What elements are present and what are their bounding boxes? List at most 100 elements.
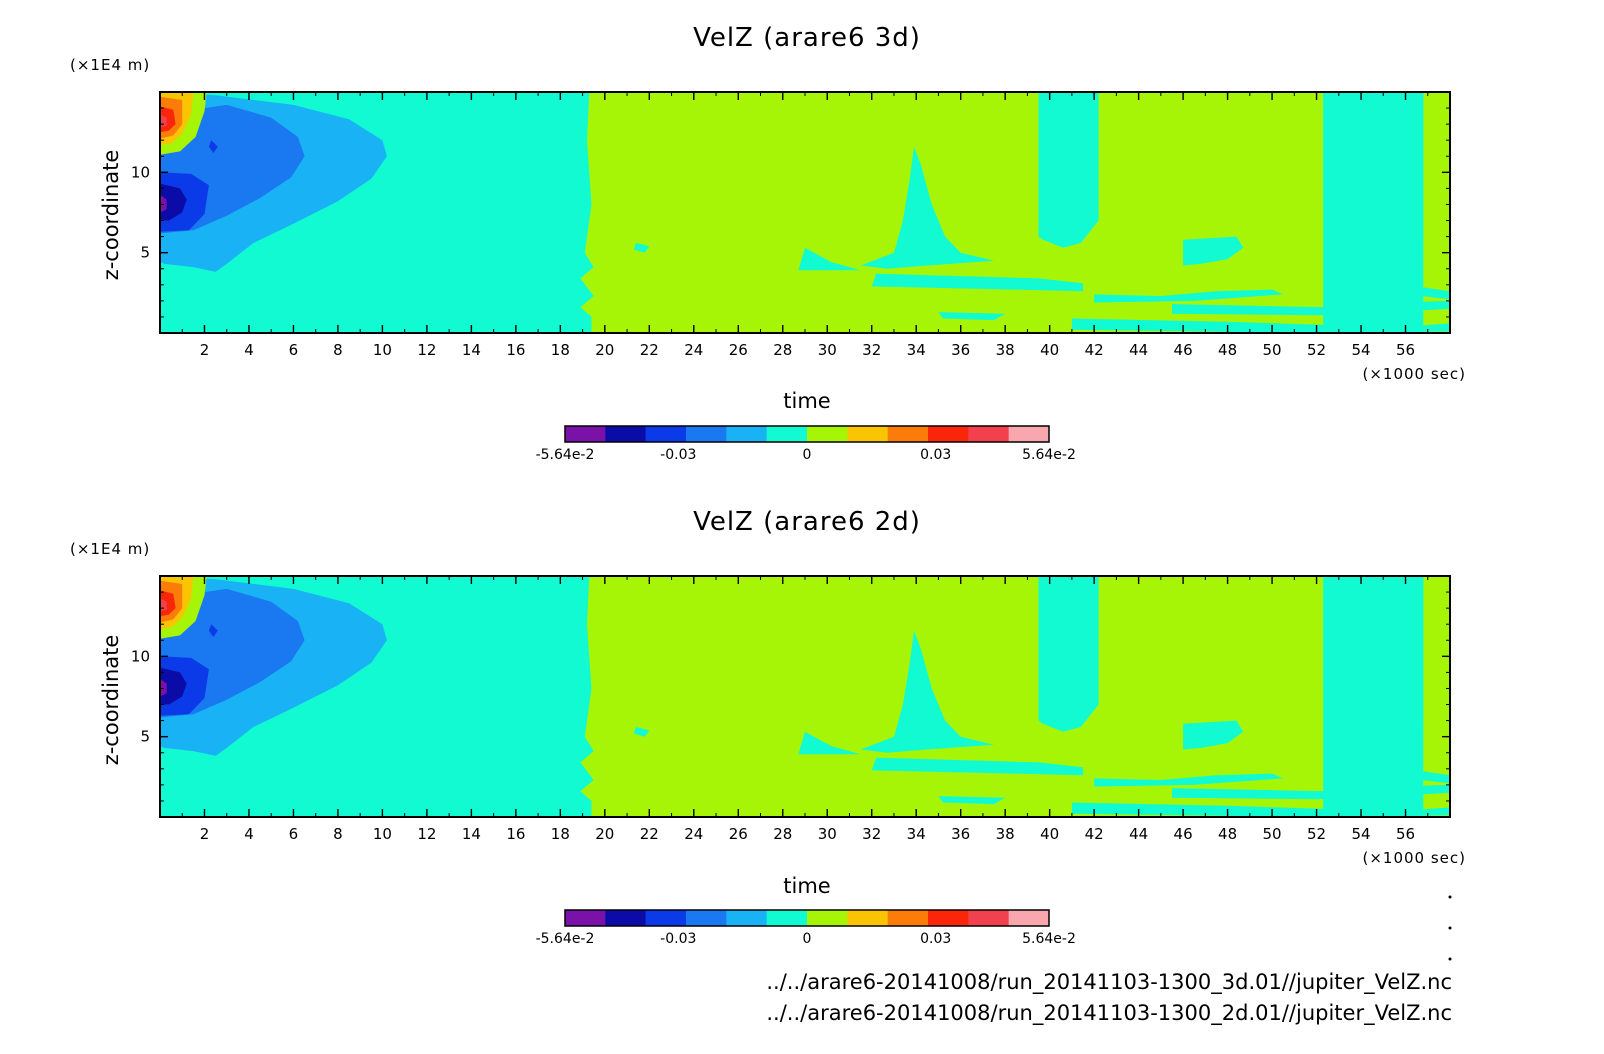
negative-min — [160, 678, 167, 697]
x-tick-label: 46 — [1174, 825, 1193, 843]
x-tick-label: 26 — [729, 341, 748, 359]
panel-3d: VelZ (arare6 3d) (×1E4 m) 2 4 6 8 10 12 14 16 18… — [70, 23, 1465, 463]
colorbar-tick-label: 0 — [803, 447, 812, 463]
colorbar-tick-label: 5.64e-2 — [1022, 931, 1076, 947]
colorbar-swatch — [686, 426, 727, 442]
chart-title: VelZ (arare6 2d) — [693, 507, 921, 537]
contour-field — [160, 92, 1450, 333]
negative-core-deep — [160, 183, 187, 221]
near-zero-region — [871, 757, 1083, 776]
colorbar-swatch — [605, 426, 646, 442]
x-tick-label: 40 — [1040, 825, 1059, 843]
colorbar-swatch — [726, 426, 767, 442]
near-zero-region — [1323, 92, 1424, 253]
x-tick-label: 50 — [1263, 825, 1282, 843]
x-tick-label: 24 — [684, 341, 703, 359]
x-tick-label: 56 — [1396, 341, 1415, 359]
x-tick-label: 40 — [1040, 341, 1059, 359]
negative-core-deep — [160, 667, 187, 705]
x-tick-label: 8 — [333, 341, 343, 359]
x-tick-label: 4 — [244, 341, 254, 359]
x-tick-label: 48 — [1218, 341, 1237, 359]
x-axis-label: time — [783, 389, 830, 413]
y-tick-label: 10 — [131, 163, 150, 181]
colorbar-swatch — [565, 910, 606, 926]
colorbar-swatch — [1008, 910, 1050, 926]
x-tick-label: 8 — [333, 825, 343, 843]
colorbar-swatch — [807, 910, 848, 926]
x-tick-label: 2 — [200, 341, 210, 359]
colorbar-swatch — [1008, 426, 1050, 442]
contour-field — [160, 576, 1450, 817]
near-zero-region — [1094, 773, 1284, 787]
x-tick-label: 24 — [684, 825, 703, 843]
colorbar-swatch — [968, 426, 1009, 442]
colorbar-tick-label: 0 — [803, 931, 812, 947]
x-tick-label: 56 — [1396, 825, 1415, 843]
chart-title: VelZ (arare6 3d) — [693, 23, 921, 53]
colorbar-swatch — [847, 426, 888, 442]
y-axis-label: z-coordinate — [99, 150, 123, 281]
x-tick-label: 26 — [729, 825, 748, 843]
x-tick-label: 20 — [595, 341, 614, 359]
near-zero-region — [798, 247, 861, 271]
x-tick-label: 2 — [200, 825, 210, 843]
near-zero-region — [938, 312, 1006, 321]
colorbar-swatch — [645, 910, 687, 926]
colorbar-swatch — [726, 910, 767, 926]
x-axis-label: time — [783, 874, 830, 898]
x-tick-label: 28 — [773, 341, 792, 359]
positive-region — [1423, 576, 1450, 817]
x-tick-label: 10 — [373, 341, 392, 359]
x-tick-label: 12 — [417, 825, 436, 843]
y-unit-label: (×1E4 m) — [70, 56, 150, 74]
y-tick-label: 5 — [140, 244, 150, 262]
x-tick-label: 42 — [1085, 341, 1104, 359]
colorbar-swatch — [766, 426, 808, 442]
colorbar-tick-label: -5.64e-2 — [536, 931, 595, 947]
x-tick-label: 14 — [462, 825, 481, 843]
x-tick-label: 36 — [951, 825, 970, 843]
y-tick-label: 5 — [140, 728, 150, 746]
colorbar-swatch — [807, 426, 848, 442]
x-tick-label: 32 — [862, 825, 881, 843]
x-tick-label: 48 — [1218, 825, 1237, 843]
x-tick-label: 16 — [506, 341, 525, 359]
near-zero-region — [798, 731, 861, 755]
colorbar: -5.64e-2 -0.03 0 0.03 5.64e-2 — [536, 425, 1076, 463]
x-tick-label: 50 — [1263, 341, 1282, 359]
positive-region — [1423, 92, 1450, 333]
positive-region — [580, 92, 1324, 333]
colorbar: -5.64e-2 -0.03 0 0.03 5.64e-2 — [536, 909, 1076, 947]
colorbar-tick-label: -0.03 — [660, 931, 696, 947]
x-tick-label: 44 — [1129, 825, 1148, 843]
near-zero-region — [1183, 720, 1244, 750]
x-tick-label: 46 — [1174, 341, 1193, 359]
colorbar-tick-label: 0.03 — [920, 931, 951, 947]
near-zero-region — [860, 630, 995, 753]
footer-file-3d: ../../arare6-20141008/run_20141103-1300_… — [766, 970, 1452, 995]
x-tick-label: 22 — [640, 341, 659, 359]
axes: 2 4 6 8 10 12 14 16 18 20 22 24 26 28 30 32 34 36 38 40 42 44… — [131, 91, 1451, 359]
colorbar-swatch — [847, 910, 888, 926]
near-zero-region — [1038, 92, 1099, 248]
footer-dots — [1448, 895, 1452, 961]
x-tick-label: 10 — [373, 825, 392, 843]
colorbar-tick-label: 0.03 — [920, 447, 951, 463]
colorbar-tick-label: -0.03 — [660, 447, 696, 463]
colorbar-swatch — [565, 426, 606, 442]
x-tick-label: 52 — [1307, 825, 1326, 843]
near-zero-region — [1071, 802, 1450, 817]
colorbar-swatch — [766, 910, 808, 926]
x-tick-label: 42 — [1085, 825, 1104, 843]
colorbar-tick-label: 5.64e-2 — [1022, 447, 1076, 463]
near-zero-region — [1094, 289, 1284, 303]
x-tick-label: 20 — [595, 825, 614, 843]
x-tick-label: 52 — [1307, 341, 1326, 359]
x-tick-label: 28 — [773, 825, 792, 843]
colorbar-swatch — [928, 426, 969, 442]
x-tick-label: 36 — [951, 341, 970, 359]
colorbar-swatch — [887, 426, 929, 442]
near-zero-region — [1183, 236, 1244, 266]
